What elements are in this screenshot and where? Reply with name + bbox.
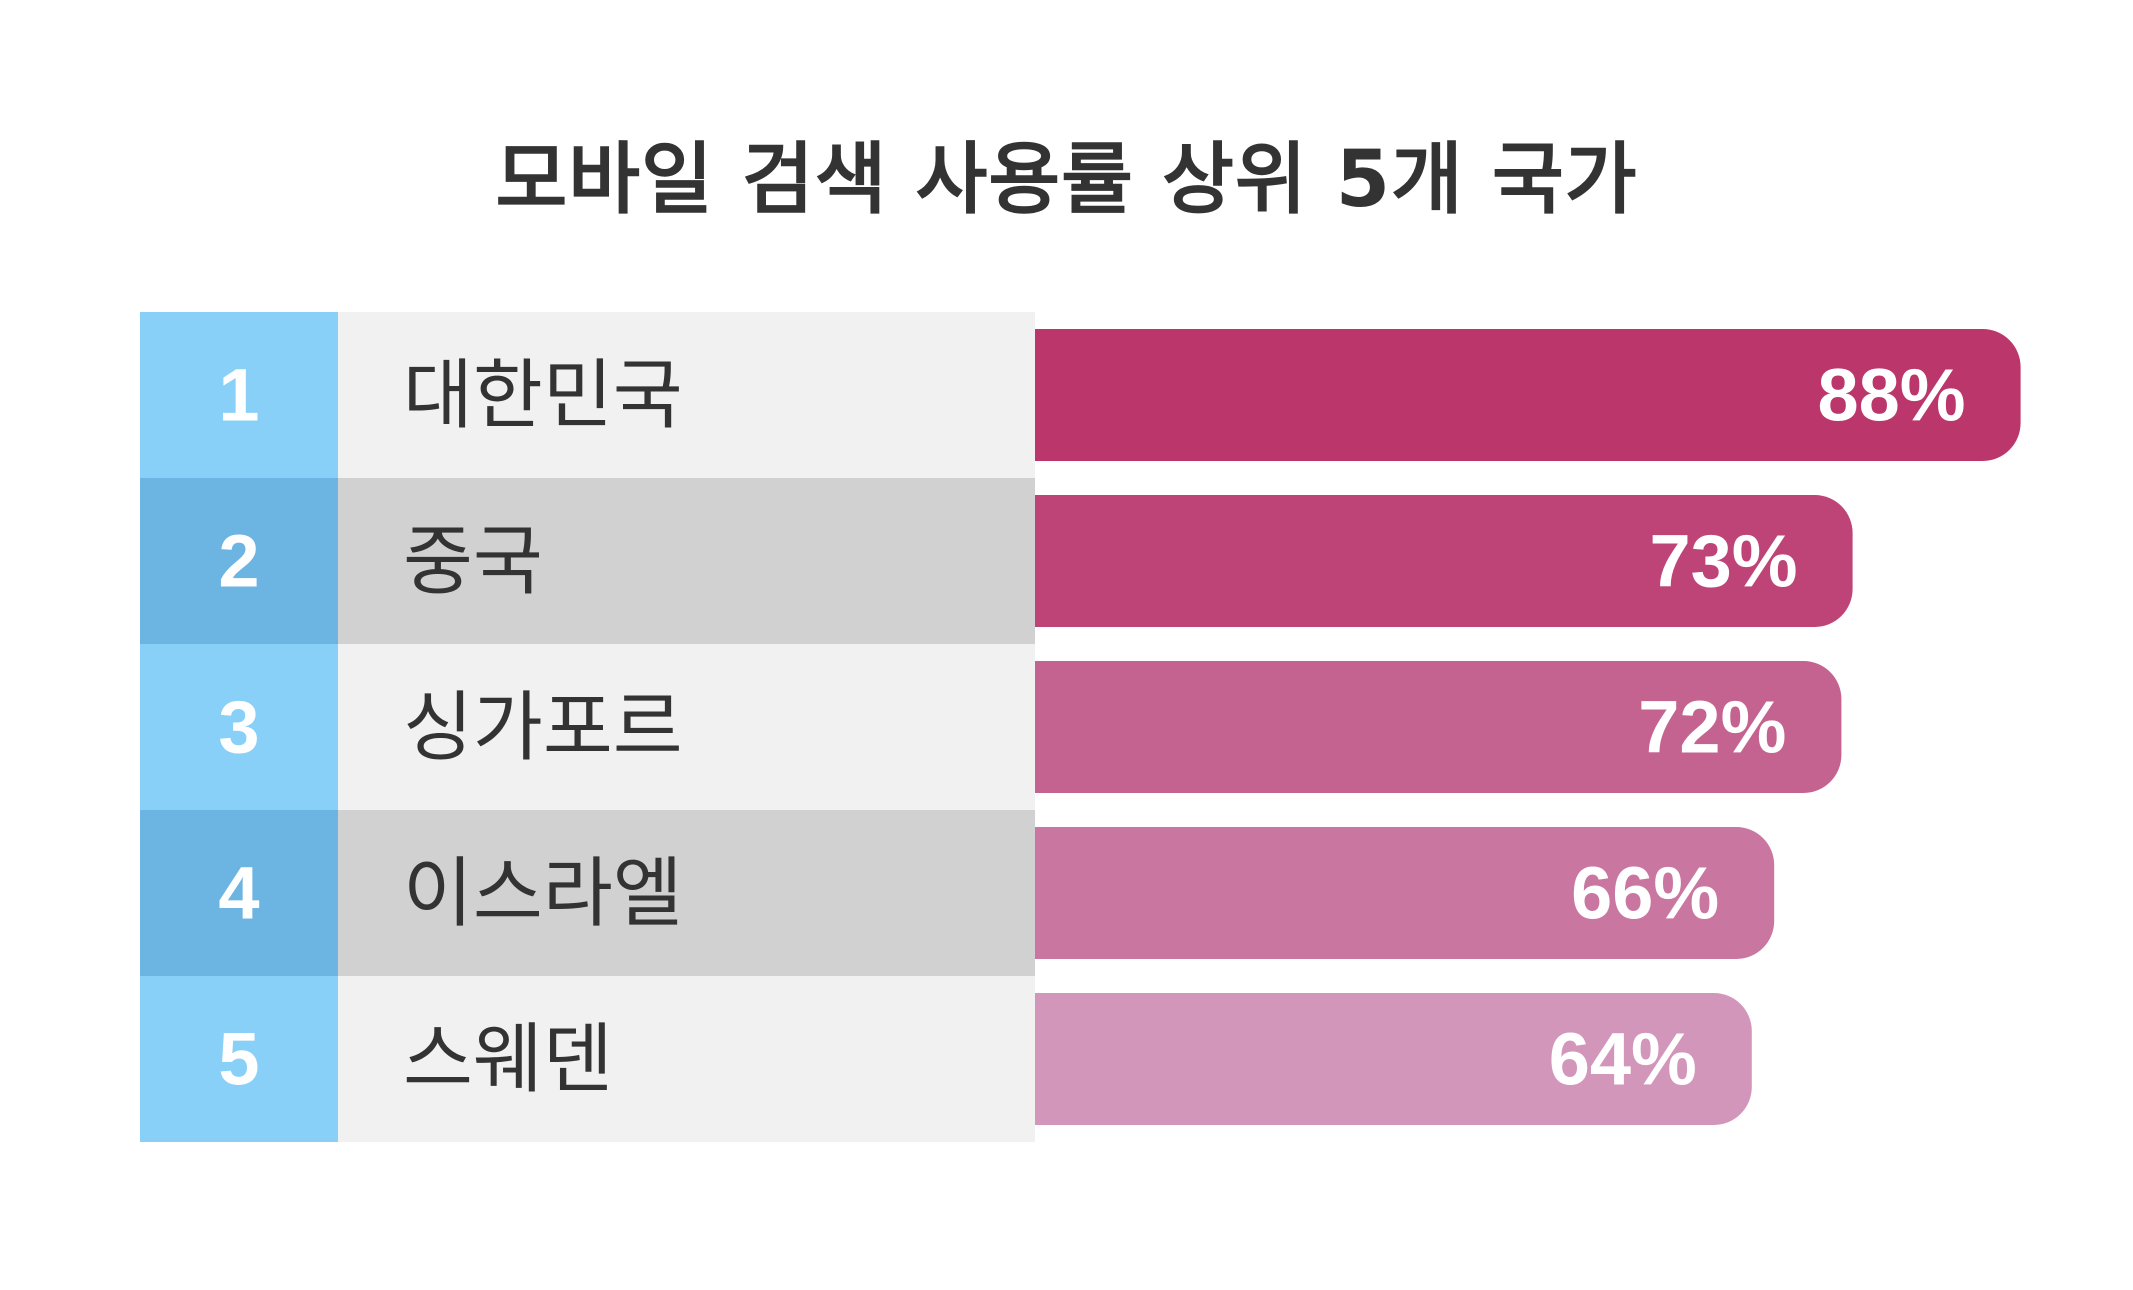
- category-label: 중국: [403, 517, 543, 606]
- rank-cell: [140, 810, 338, 976]
- bar: [1035, 827, 1775, 959]
- rows-layer: 1 대한민국 88% 2 중국 73% 3 싱가포르 72% 4 이스라엘 66% 5 스웨덴 64%: [140, 312, 2021, 1142]
- table-row: 1 대한민국 88%: [140, 312, 2021, 478]
- country-cell: [338, 312, 1035, 478]
- country-cell: [338, 810, 1035, 976]
- data-label: 64%: [1549, 1018, 1697, 1101]
- data-label: 88%: [1817, 354, 1965, 437]
- rank-cell: [140, 644, 338, 810]
- country-cell: [338, 478, 1035, 644]
- bar: [1035, 329, 2021, 461]
- data-label: 72%: [1638, 686, 1786, 769]
- rank-label: 4: [218, 852, 259, 935]
- category-label: 이스라엘: [403, 849, 683, 938]
- country-cell: [338, 644, 1035, 810]
- category-label: 스웨덴: [403, 1015, 613, 1104]
- chart-title: 모바일 검색 사용률 상위 5개 국가: [495, 135, 1638, 225]
- data-label: 66%: [1571, 852, 1719, 935]
- rank-label: 5: [218, 1018, 259, 1101]
- rank-cell: [140, 312, 338, 478]
- rank-cell: [140, 478, 338, 644]
- rank-label: 2: [218, 520, 259, 603]
- category-label: 싱가포르: [403, 683, 683, 772]
- country-cell: [338, 976, 1035, 1142]
- rank-label: 1: [218, 354, 259, 437]
- table-row: 2 중국 73%: [140, 478, 1853, 644]
- table-row: 3 싱가포르 72%: [140, 644, 1842, 810]
- bar: [1035, 495, 1853, 627]
- bar: [1035, 661, 1842, 793]
- rank-cell: [140, 976, 338, 1142]
- table-row: 5 스웨덴 64%: [140, 976, 1752, 1142]
- data-label: 73%: [1649, 520, 1797, 603]
- category-label: 대한민국: [403, 351, 683, 440]
- rank-label: 3: [218, 686, 259, 769]
- table-row: 4 이스라엘 66%: [140, 810, 1775, 976]
- bar: [1035, 993, 1752, 1125]
